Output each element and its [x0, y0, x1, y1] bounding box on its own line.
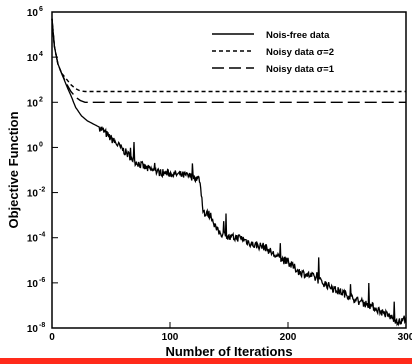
legend-label-noisy-sigma-2: Noisy data σ=2 [266, 47, 334, 58]
legend-label-noisy-sigma-1: Noisy data σ=1 [266, 64, 335, 75]
x-tick-label-2: 200 [280, 332, 297, 343]
y-tick-exponent-1: 4 [39, 51, 43, 58]
plot-frame [51, 11, 407, 329]
y-tick-label-4: 10 [27, 189, 39, 200]
y-tick-exponent-2: 2 [39, 96, 43, 103]
y-tick-label-6: 10 [27, 279, 39, 290]
y-tick-label-0: 10 [27, 8, 39, 19]
x-tick-label-1: 100 [162, 332, 179, 343]
x-tick-label-0: 0 [49, 332, 55, 343]
series-layer [51, 18, 407, 327]
y-tick-exponent-5: -4 [39, 232, 45, 239]
legend: Nois-free data Noisy data σ=2 Noisy data… [212, 30, 335, 75]
series-line-1 [51, 18, 406, 93]
y-tick-label-5: 10 [27, 234, 39, 245]
y-tick-exponent-3: 0 [39, 141, 43, 148]
y-tick-exponent-6: -6 [39, 277, 45, 284]
y-tick-exponent-0: 6 [39, 6, 43, 13]
y-tick-exponent-7: -8 [39, 322, 45, 329]
series-line-0 [51, 18, 407, 327]
series-line-2 [51, 18, 406, 103]
y-tick-label-2: 10 [27, 98, 39, 109]
y-tick-label-3: 10 [27, 143, 39, 154]
y-tick-label-1: 10 [27, 53, 39, 64]
y-tick-label-7: 10 [27, 324, 39, 335]
x-tick-label-3: 300 [398, 332, 412, 343]
y-axis-title: Objective Function [6, 111, 21, 228]
x-axis-title: Number of Iterations [165, 344, 292, 359]
y-tick-exponent-4: -2 [39, 187, 45, 194]
legend-label-nois-free: Nois-free data [266, 30, 330, 41]
bottom-strip [0, 358, 412, 364]
